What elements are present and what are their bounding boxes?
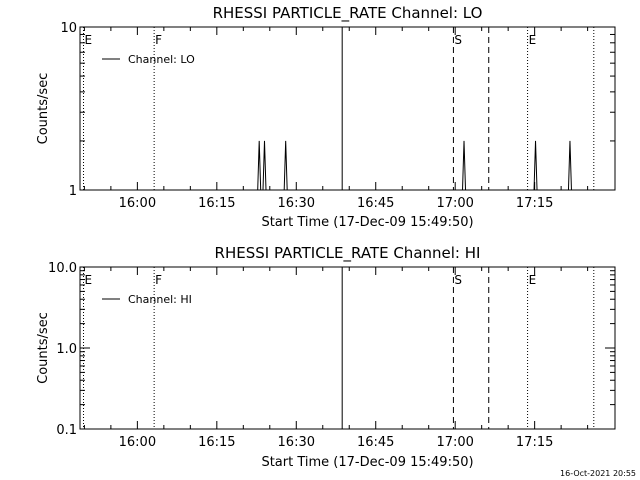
x-tick-label: 16:15	[198, 196, 235, 211]
panel-lo: RHESSI PARTICLE_RATE Channel: LO 16:00 16:…	[36, 4, 616, 230]
x-axis-label: Start Time (17-Dec-09 15:49:50)	[261, 455, 473, 470]
y-tick-label: 1.0	[56, 342, 77, 357]
y-axis-label: Counts/sec	[36, 312, 51, 384]
chart-title: RHESSI PARTICLE_RATE Channel: LO	[213, 4, 483, 23]
plot-frame	[79, 266, 616, 430]
y-tick-label: 10.0	[48, 261, 77, 276]
x-tick-label: 16:30	[278, 435, 315, 450]
data-spike	[262, 140, 267, 191]
event-marker-label: F	[155, 33, 162, 47]
y-tick-label: 10	[60, 21, 77, 36]
data-spike	[462, 140, 467, 191]
event-marker-label: F	[155, 273, 162, 287]
event-marker-label: E	[529, 33, 537, 47]
chart-title: RHESSI PARTICLE_RATE Channel: HI	[215, 244, 481, 263]
x-tick-label: 17:15	[516, 196, 553, 211]
x-tick-label: 17:00	[436, 196, 473, 211]
legend-label: Channel: HI	[128, 293, 192, 306]
footer-timestamp: 16-Oct-2021 20:55	[560, 469, 636, 478]
event-marker-label: S	[454, 273, 462, 287]
panel-hi: RHESSI PARTICLE_RATE Channel: HI 16:00 16:…	[36, 244, 616, 470]
event-marker-label: S	[454, 33, 462, 47]
x-tick-label: 16:30	[278, 196, 315, 211]
event-marker-label: E	[529, 273, 537, 287]
x-tick-label: 17:15	[516, 435, 553, 450]
x-tick-label: 16:45	[357, 196, 394, 211]
x-tick-label: 16:00	[119, 196, 156, 211]
y-tick-label: 1	[69, 184, 77, 199]
x-tick-label: 17:00	[436, 435, 473, 450]
plot-frame	[79, 26, 616, 191]
legend-label: Channel: LO	[128, 53, 195, 66]
y-tick-label: 0.1	[56, 423, 77, 438]
event-marker-label: E	[85, 273, 93, 287]
y-axis-label: Counts/sec	[36, 73, 51, 145]
x-axis-label: Start Time (17-Dec-09 15:49:50)	[261, 215, 473, 230]
x-tick-label: 16:15	[198, 435, 235, 450]
data-spike	[567, 140, 572, 191]
event-marker-label: E	[85, 33, 93, 47]
x-tick-label: 16:00	[119, 435, 156, 450]
x-tick-label: 16:45	[357, 435, 394, 450]
data-spike	[533, 140, 538, 191]
data-spike	[283, 140, 288, 191]
data-spike	[257, 140, 262, 191]
